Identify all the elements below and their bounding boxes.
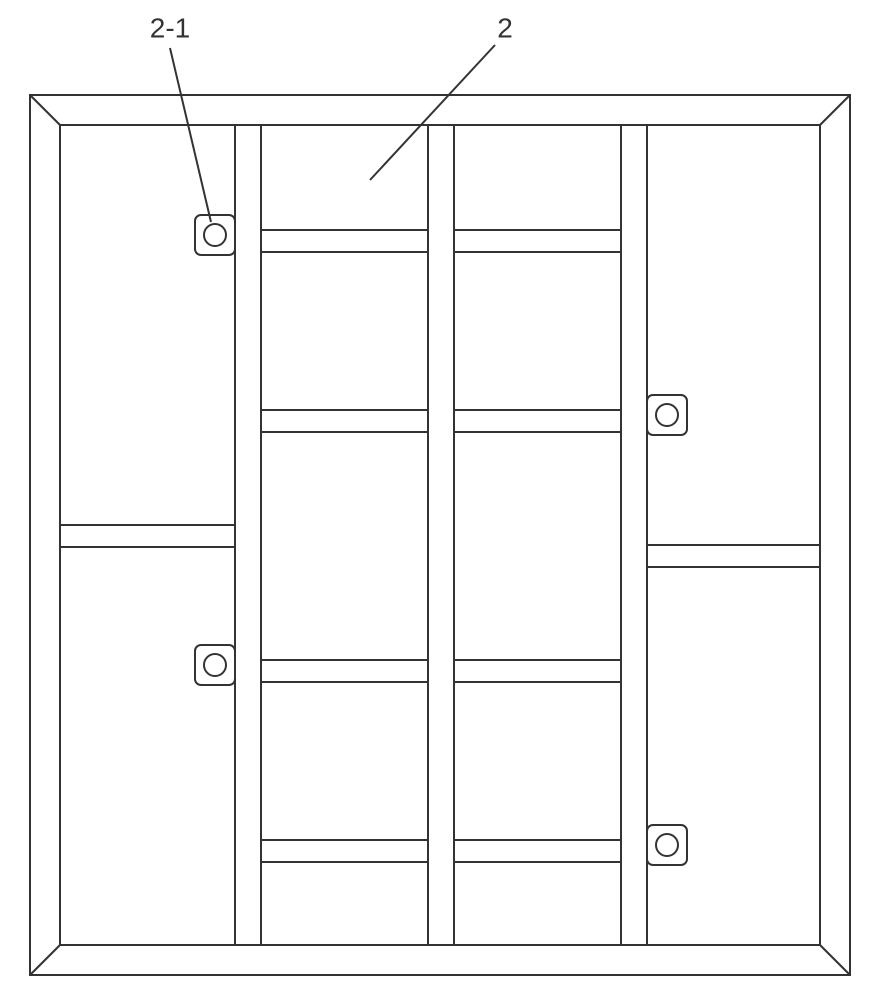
- bracket-plate-3: [647, 825, 687, 865]
- v-bar-top-0: [235, 125, 261, 945]
- bracket-1: [647, 395, 687, 435]
- v-bar-top-1: [428, 125, 454, 945]
- bracket-3: [647, 825, 687, 865]
- bracket-0: [195, 215, 235, 255]
- h-bar-4: [60, 525, 235, 547]
- bracket-plate-1: [647, 395, 687, 435]
- h-bar-5: [647, 545, 820, 567]
- label-2: 2: [497, 12, 513, 43]
- label-2-1: 2-1: [150, 12, 190, 43]
- bracket-plate-2: [195, 645, 235, 685]
- bracket-2: [195, 645, 235, 685]
- v-bar-top-2: [621, 125, 647, 945]
- bracket-plate-0: [195, 215, 235, 255]
